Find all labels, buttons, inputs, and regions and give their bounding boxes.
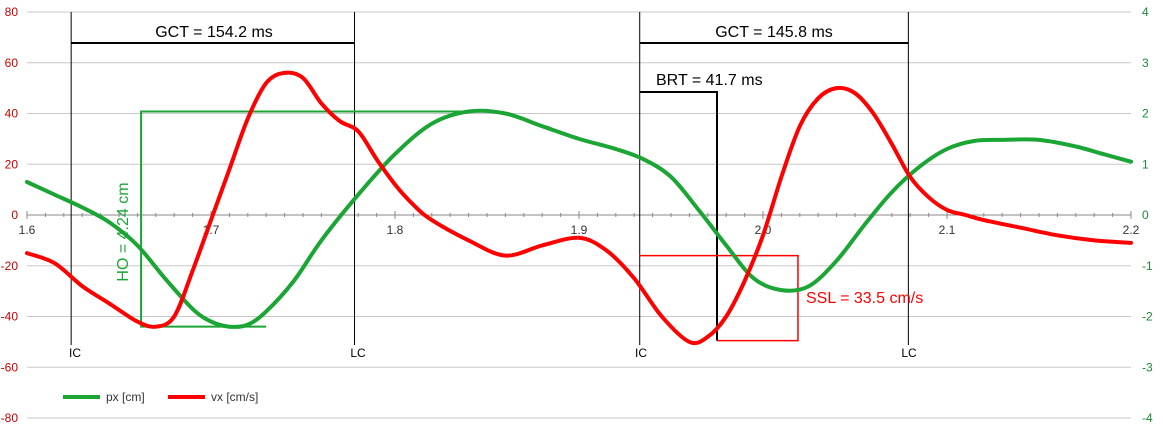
left-tick-label: 20: [5, 157, 19, 171]
right-tick-label: -1: [1142, 259, 1153, 273]
right-tick-label: 4: [1142, 5, 1149, 19]
lc1-label: LC: [350, 346, 366, 360]
lc2-label: LC: [901, 346, 917, 360]
right-tick-label: 2: [1142, 107, 1149, 121]
annotation-lines: [70, 12, 909, 345]
brt-label: BRT = 41.7 ms: [656, 72, 763, 89]
gct1-label: GCT = 154.2 ms: [155, 24, 273, 41]
brt-bracket: [639, 91, 718, 341]
right-axis-ticks: 4 3 2 1 0 -1 -2 -3 -4: [1142, 5, 1153, 425]
legend-label-vx: vx [cm/s]: [211, 390, 258, 404]
ssl-bracket: [639, 254, 799, 342]
right-tick-label: -3: [1142, 360, 1153, 374]
series-line-px: [25, 108, 1133, 329]
x-tick-label: 2.2: [1123, 223, 1140, 237]
left-tick-label: 60: [5, 56, 19, 70]
gct2-label: GCT = 145.8 ms: [715, 24, 833, 41]
left-tick-label: 80: [5, 5, 19, 19]
x-tick-label: 1.8: [387, 223, 404, 237]
ic1-label: IC: [69, 346, 81, 360]
left-tick-label: -40: [1, 310, 19, 324]
ho-bracket: [140, 110, 469, 328]
left-tick-label: -60: [1, 360, 19, 374]
right-tick-label: -4: [1142, 411, 1153, 425]
ic2-label: IC: [635, 346, 647, 360]
x-tick-label: 1.9: [571, 223, 588, 237]
left-axis-ticks: 80 60 40 20 0 -20 -40 -60 -80: [1, 5, 19, 425]
right-tick-label: 1: [1142, 157, 1149, 171]
x-tick-label: 1.6: [19, 223, 36, 237]
series-line-vx: [25, 70, 1133, 346]
legend-label-px: px [cm]: [106, 390, 145, 404]
ho-label: HO = 4.24 cm: [115, 182, 132, 281]
right-tick-label: 0: [1142, 208, 1149, 222]
right-tick-label: -2: [1142, 310, 1153, 324]
left-tick-label: -80: [1, 411, 19, 425]
left-tick-label: 0: [11, 208, 18, 222]
left-tick-label: -20: [1, 259, 19, 273]
legend: px [cm] vx [cm/s]: [63, 390, 258, 404]
right-tick-label: 3: [1142, 56, 1149, 70]
left-tick-label: 40: [5, 107, 19, 121]
x-tick-label: 2.1: [939, 223, 956, 237]
ssl-label: SSL = 33.5 cm/s: [806, 290, 923, 307]
